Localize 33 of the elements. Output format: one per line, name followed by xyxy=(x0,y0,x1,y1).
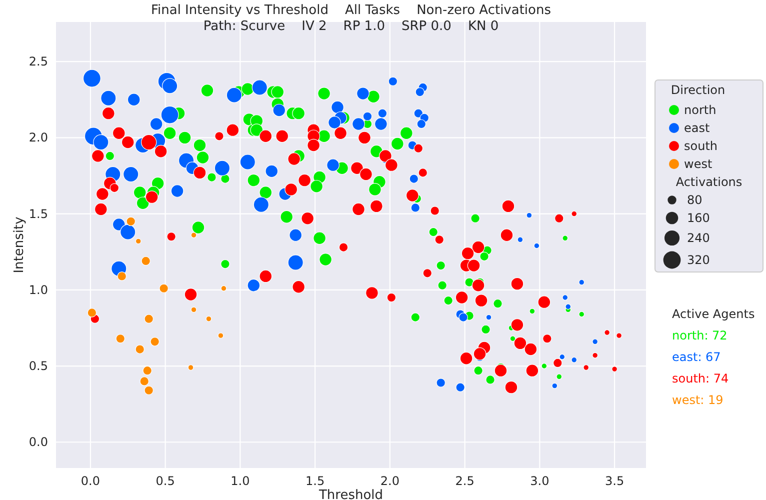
text: Active Agents xyxy=(672,307,755,321)
x-tick-label: 0.0 xyxy=(80,474,100,488)
x-tick-label: 1.0 xyxy=(230,474,250,488)
legend-label: south xyxy=(684,139,718,153)
x-tick-label: 0.5 xyxy=(156,474,175,488)
legend-label: east xyxy=(684,121,710,135)
y-tick-label: 0.5 xyxy=(28,359,48,374)
legend-label: 80 xyxy=(687,193,702,207)
legend-label: north xyxy=(684,103,716,117)
y-axis-title: Intensity xyxy=(12,216,27,274)
chart-title: Final Intensity vs Threshold All Tasks Non-zero Activations xyxy=(150,3,552,18)
legend-label: 320 xyxy=(687,253,710,267)
x-tick-label: 1.5 xyxy=(306,474,325,488)
legend-label: west xyxy=(684,157,712,171)
text: south: 74 xyxy=(672,372,729,386)
text: east: 67 xyxy=(672,350,721,364)
x-tick-label: 3.0 xyxy=(530,474,550,488)
legend-label: 160 xyxy=(687,211,710,225)
text: west: 19 xyxy=(672,393,724,407)
y-tick-label: 1.0 xyxy=(28,282,48,297)
text: north: 72 xyxy=(672,328,728,342)
chart-subtitle: Path: Scurve IV 2 RP 1.0 SRP 0.0 KN 0 xyxy=(203,19,499,34)
x-tick-label: 2.5 xyxy=(455,474,474,488)
y-tick-label: 1.5 xyxy=(28,206,48,221)
legend-title: Direction xyxy=(670,83,726,97)
x-tick-label: 2.0 xyxy=(380,474,400,488)
y-tick-label: 2.5 xyxy=(28,54,48,69)
x-axis-title: Threshold xyxy=(318,488,384,500)
x-tick-label: 3.5 xyxy=(605,474,624,488)
y-tick-label: 0.0 xyxy=(28,435,48,450)
text: Activations xyxy=(676,175,742,189)
legend-label: 240 xyxy=(687,231,710,245)
y-tick-label: 2.0 xyxy=(28,130,48,145)
